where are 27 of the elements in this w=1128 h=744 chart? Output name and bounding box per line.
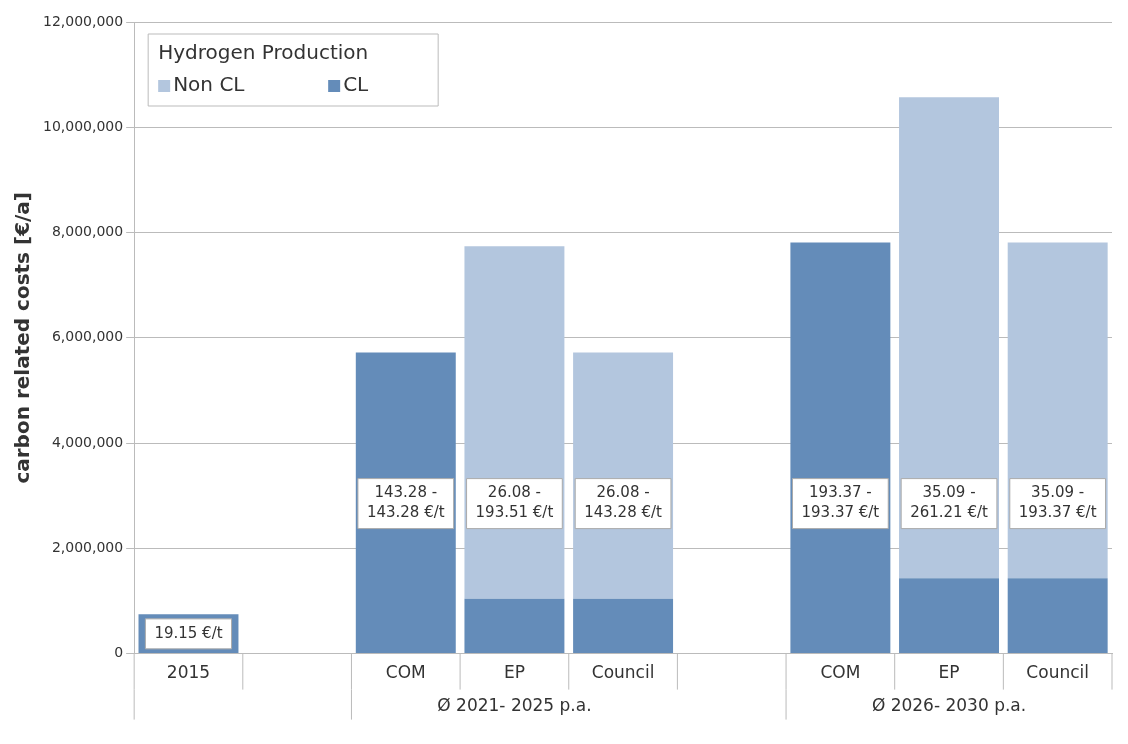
y-tick-label: 6,000,000 — [51, 328, 124, 345]
annotation: 35.09 - 193.37 €/t — [1018, 483, 1097, 522]
annotation: 193.37 - 193.37 €/t — [801, 483, 880, 522]
annotation: 143.28 - 143.28 €/t — [366, 483, 445, 522]
x-tick-label: Council — [591, 662, 655, 683]
y-tick-label: 0 — [114, 644, 124, 661]
y-axis-title: carbon related costs [€/a] — [10, 192, 35, 484]
x-tick-label: EP — [938, 662, 960, 683]
x-tick-label: 2015 — [166, 662, 211, 683]
y-tick-label: 4,000,000 — [51, 433, 124, 450]
y-tick-label: 12,000,000 — [42, 12, 124, 29]
text: Ø 2021- 2025 p.a. — [437, 694, 592, 715]
text: Ø 2026- 2030 p.a. — [871, 694, 1027, 715]
annotation: 19.15 €/t — [154, 623, 223, 642]
annotation: 26.08 - 193.51 €/t — [475, 483, 554, 522]
y-tick-label: 10,000,000 — [42, 117, 124, 134]
legend-title: Hydrogen Production — [158, 40, 369, 65]
x-tick-label: COM — [385, 662, 426, 683]
annotation: 26.08 - 143.28 €/t — [584, 483, 663, 522]
x-tick-label: Council — [1026, 662, 1089, 683]
annotation: 35.09 - 261.21 €/t — [910, 483, 989, 522]
x-tick-label: COM — [820, 662, 861, 683]
legend-label: CL — [343, 72, 370, 97]
y-tick-label: 2,000,000 — [51, 538, 124, 555]
y-tick-label: 8,000,000 — [51, 223, 124, 240]
x-tick-label: EP — [503, 662, 525, 683]
legend-label: Non CL — [173, 72, 246, 97]
